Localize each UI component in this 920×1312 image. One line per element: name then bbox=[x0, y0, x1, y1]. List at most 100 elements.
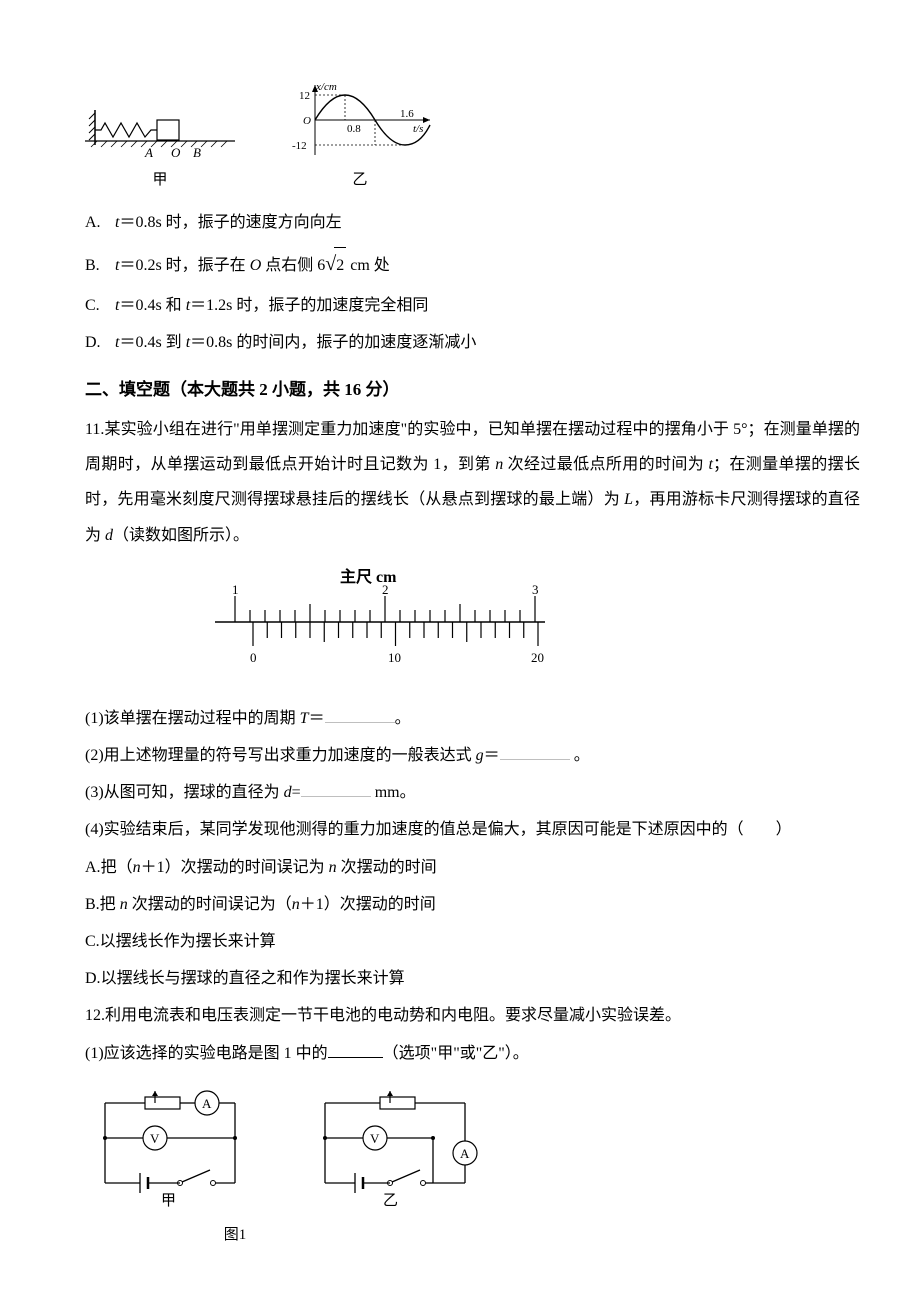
q10-option-d: D. t＝0.4s 到 t＝0.8s 的时间内，振子的加速度逐渐减小 bbox=[85, 325, 860, 360]
opt-b-o: O bbox=[250, 257, 262, 274]
opt-c-text1: ＝0.4s 和 bbox=[119, 297, 185, 314]
sine-graph: 12 -12 O 0.8 1.6 x/cm t/s 乙 bbox=[285, 80, 435, 197]
q10-option-a: A. t＝0.8s 时，振子的速度方向向左 bbox=[85, 205, 860, 240]
q12-p1-blank[interactable] bbox=[328, 1042, 383, 1058]
q11-a-t3: 次摆动的时间 bbox=[337, 859, 437, 876]
q11-part-1: (1)该单摆在摆动过程中的周期 T＝ 。 bbox=[85, 701, 860, 736]
q12-part-1: (1)应该选择的实验电路是图 1 中的（选项"甲"或"乙"）。 bbox=[85, 1036, 860, 1071]
ruler-svg: 主尺 cm 1 2 3 bbox=[195, 568, 555, 678]
q11-p3-text1: 从图可知，摆球的直径为 bbox=[104, 784, 284, 801]
y-axis-label: x/cm bbox=[315, 81, 337, 93]
q11-option-c: C.以摆线长作为摆长来计算 bbox=[85, 924, 860, 959]
opt-b-label: B. bbox=[85, 248, 111, 283]
q11-a-t2: ＋1）次摆动的时间误记为 bbox=[141, 859, 329, 876]
q11-option-d: D.以摆线长与摆球的直径之和作为摆长来计算 bbox=[85, 961, 860, 996]
q11-b-n2: n bbox=[292, 896, 300, 913]
q11-c-text: 以摆线长作为摆长来计算 bbox=[100, 933, 276, 950]
q11-b-n1: n bbox=[120, 896, 128, 913]
q12-p1-text1: 应该选择的实验电路是图 1 中的 bbox=[104, 1045, 328, 1062]
q11-part-3: (3)从图可知，摆球的直径为 d= mm。 bbox=[85, 775, 860, 810]
opt-a-text: ＝0.8s 时，振子的速度方向向左 bbox=[119, 214, 341, 231]
q11-b-t1: 把 bbox=[100, 896, 120, 913]
q11-d-label: D. bbox=[85, 970, 101, 987]
vernier-tick-20: 20 bbox=[531, 650, 544, 665]
q11-body2: 次经过最低点所用的时间为 bbox=[503, 456, 708, 473]
circuit-figures: A V 甲 V bbox=[85, 1083, 860, 1213]
q11-part-4: (4)实验结束后，某同学发现他测得的重力加速度的值总是偏大，其原因可能是下述原因… bbox=[85, 812, 860, 847]
xtick-1.6: 1.6 bbox=[400, 108, 414, 120]
q11-p3-eq: = bbox=[292, 784, 301, 801]
q11-p1-blank[interactable] bbox=[325, 707, 395, 723]
q11-number: 11. bbox=[85, 421, 104, 438]
q11-p3-blank[interactable] bbox=[301, 781, 371, 797]
q11-a-label: A. bbox=[85, 859, 101, 876]
q11-p2-text1: 用上述物理量的符号写出求重力加速度的一般表达式 bbox=[104, 747, 476, 764]
opt-c-label: C. bbox=[85, 288, 111, 323]
q11-p1-eq: ＝ bbox=[309, 710, 325, 727]
q11-body5: （读数如图所示）。 bbox=[113, 527, 249, 544]
main-tick-3: 3 bbox=[532, 582, 539, 597]
opt-d-text2: ＝0.8s 的时间内，振子的加速度逐渐减小 bbox=[190, 334, 476, 351]
q11-b-t2: 次摆动的时间误记为（ bbox=[128, 896, 292, 913]
main-tick-1: 1 bbox=[232, 582, 239, 597]
main-scale-label: 主尺 cm bbox=[340, 568, 397, 586]
q11-p1-text3: 。 bbox=[395, 710, 411, 727]
q12-number: 12. bbox=[85, 1007, 105, 1024]
origin-label: O bbox=[303, 115, 311, 127]
circuit-right-label: 乙 bbox=[383, 1193, 398, 1209]
q10-option-c: C. t＝0.4s 和 t＝1.2s 时，振子的加速度完全相同 bbox=[85, 288, 860, 323]
q11-p1-text1: 该单摆在摆动过程中的周期 bbox=[104, 710, 300, 727]
vernier-tick-10: 10 bbox=[388, 650, 401, 665]
q12-body-text: 利用电流表和电压表测定一节干电池的电动势和内电阻。要求尽量减小实验误差。 bbox=[105, 1007, 681, 1024]
opt-c-text2: ＝1.2s 时，振子的加速度完全相同 bbox=[190, 297, 428, 314]
q11-p3-text3: mm。 bbox=[371, 784, 416, 801]
voltmeter-label-left: V bbox=[150, 1131, 160, 1146]
q11-p2-g: g bbox=[476, 747, 484, 764]
q11-p2-eq: ＝ bbox=[484, 747, 500, 764]
q12-body: 12.利用电流表和电压表测定一节干电池的电动势和内电阻。要求尽量减小实验误差。 bbox=[85, 998, 860, 1033]
q11-b-label: B. bbox=[85, 896, 100, 913]
spring-svg: A O B bbox=[85, 105, 235, 160]
fig-right-label: 乙 bbox=[352, 164, 367, 197]
q11-part-2: (2)用上述物理量的符号写出求重力加速度的一般表达式 g＝ 。 bbox=[85, 738, 860, 773]
q11-L: L bbox=[624, 491, 633, 508]
opt-a-label: A. bbox=[85, 205, 111, 240]
opt-b-text1: ＝0.2s 时，振子在 bbox=[119, 257, 249, 274]
q11-c-label: C. bbox=[85, 933, 100, 950]
circuit-left-svg: A V 甲 bbox=[85, 1083, 255, 1213]
q11-p2-label: (2) bbox=[85, 747, 104, 764]
point-o-label: O bbox=[171, 145, 181, 160]
q11-p2-text3: 。 bbox=[570, 747, 590, 764]
opt-d-label: D. bbox=[85, 325, 111, 360]
q11-a-n2: n bbox=[329, 859, 337, 876]
q11-p2-blank[interactable] bbox=[500, 744, 570, 760]
circuit-right-svg: V A 乙 bbox=[305, 1083, 485, 1213]
fig1-label: 图1 bbox=[85, 1219, 385, 1252]
q11-a-n1: n bbox=[133, 859, 141, 876]
q12-p1-text2: （选项"甲"或"乙"）。 bbox=[383, 1045, 529, 1062]
q11-option-b: B.把 n 次摆动的时间误记为（n＋1）次摆动的时间 bbox=[85, 887, 860, 922]
opt-b-text2: 点右侧 6 bbox=[261, 257, 325, 274]
q11-p1-label: (1) bbox=[85, 710, 104, 727]
q10-option-b: B. t＝0.2s 时，振子在 O 点右侧 6√2 cm 处 bbox=[85, 242, 860, 286]
opt-b-text3: cm 处 bbox=[346, 257, 390, 274]
section-2-header: 二、填空题（本大题共 2 小题，共 16 分） bbox=[85, 371, 860, 408]
q11-p1-T: T bbox=[300, 710, 309, 727]
ytick-12: 12 bbox=[299, 90, 310, 102]
q11-p3-d: d bbox=[284, 784, 292, 801]
q11-a-t1: 把（ bbox=[101, 859, 133, 876]
x-axis-label: t/s bbox=[413, 123, 423, 135]
opt-b-sqrt: 2 bbox=[334, 247, 346, 283]
point-a-label: A bbox=[144, 145, 153, 160]
q11-b-t3: ＋1）次摆动的时间 bbox=[300, 896, 436, 913]
sine-svg: 12 -12 O 0.8 1.6 x/cm t/s bbox=[285, 80, 435, 160]
q11-n: n bbox=[495, 456, 503, 473]
ytick-neg12: -12 bbox=[292, 140, 307, 152]
fig-left-label: 甲 bbox=[152, 164, 167, 197]
vernier-caliper-figure: 主尺 cm 1 2 3 bbox=[195, 568, 860, 691]
q11-p3-label: (3) bbox=[85, 784, 104, 801]
q11-body: 11.某实验小组在进行"用单摆测定重力加速度"的实验中，已知单摆在摆动过程中的摆… bbox=[85, 412, 860, 553]
opt-d-text1: ＝0.4s 到 bbox=[119, 334, 185, 351]
q11-d: d bbox=[105, 527, 113, 544]
ammeter-label-left: A bbox=[202, 1096, 212, 1111]
